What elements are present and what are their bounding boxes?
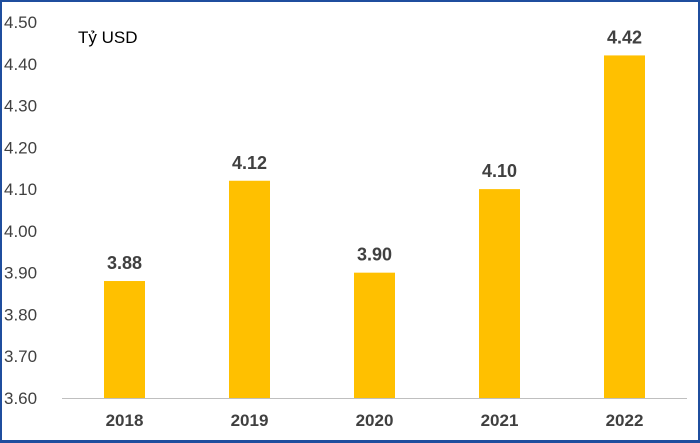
y-tick-label: 4.40 (4, 55, 37, 74)
x-tick-label: 2022 (606, 411, 644, 430)
y-tick-label: 4.50 (4, 13, 37, 32)
bar (104, 281, 145, 398)
x-tick-label: 2021 (481, 411, 519, 430)
data-label: 4.12 (232, 153, 267, 173)
bar (479, 189, 520, 398)
y-tick-label: 3.90 (4, 264, 37, 283)
y-axis: 3.60 3.70 3.80 3.90 4.00 4.10 4.20 4.30 4.40 4.50 (4, 13, 37, 408)
y-tick-label: 3.80 (4, 305, 37, 324)
y-tick-label: 4.30 (4, 97, 37, 116)
x-tick-label: 2020 (356, 411, 394, 430)
data-label: 4.42 (607, 27, 642, 47)
bar (604, 55, 645, 399)
x-axis: 2018 2019 2020 2021 2022 (62, 398, 687, 430)
data-label: 3.88 (107, 253, 142, 273)
x-tick-label: 2018 (106, 411, 144, 430)
bar (229, 180, 270, 398)
unit-label: Tỷ USD (78, 28, 138, 47)
y-tick-label: 4.20 (4, 138, 37, 157)
data-label: 4.10 (482, 161, 517, 181)
y-tick-label: 4.00 (4, 222, 37, 241)
y-tick-label: 3.70 (4, 347, 37, 366)
x-tick-label: 2019 (231, 411, 269, 430)
y-tick-label: 3.60 (4, 389, 37, 408)
bars: 3.88 4.12 3.90 4.10 4.42 (104, 27, 645, 399)
bar (354, 272, 395, 398)
data-label: 3.90 (357, 245, 392, 265)
y-tick-label: 4.10 (4, 180, 37, 199)
